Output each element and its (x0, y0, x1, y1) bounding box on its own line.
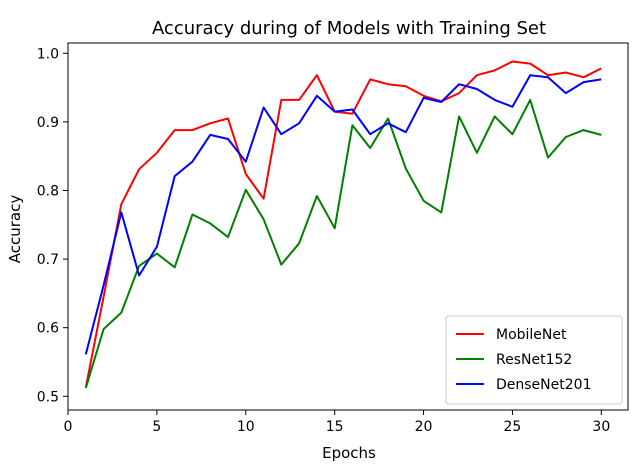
series-line-resnet152 (84, 98, 602, 389)
y-tick-label: 0.5 (37, 389, 59, 405)
y-tick-label: 0.7 (37, 252, 59, 268)
x-tick-label: 20 (415, 419, 433, 435)
plot-frame (67, 42, 629, 411)
y-axis-title: Accuracy (6, 195, 24, 264)
y-tick-label: 0.8 (37, 183, 59, 199)
series-line-densenet201 (84, 74, 602, 355)
legend-label: MobileNet (496, 327, 567, 343)
plot-area: 0 5 10 15 20 25 30 0.5 0.6 0.7 0.8 0.9 1.0 (37, 42, 629, 435)
legend-label: DenseNet201 (496, 377, 591, 393)
y-tick-label: 1.0 (37, 46, 59, 62)
chart-title: Accuracy during of Models with Training … (152, 18, 546, 39)
legend-box (445, 315, 623, 405)
x-tick-label: 25 (504, 419, 522, 435)
y-tick-label: 0.9 (37, 115, 59, 131)
y-tick-label: 0.6 (37, 321, 59, 337)
x-axis-title: Epochs (322, 444, 376, 462)
x-tick-label: 15 (326, 419, 344, 435)
legend-label: ResNet152 (496, 352, 572, 368)
x-tick-label: 30 (592, 419, 610, 435)
x-tick-label: 10 (237, 419, 255, 435)
x-tick-label: 5 (152, 419, 161, 435)
legend: MobileNet ResNet152 DenseNet201 (445, 315, 623, 405)
x-tick-label: 0 (64, 419, 73, 435)
series-line-mobilenet (84, 60, 602, 388)
